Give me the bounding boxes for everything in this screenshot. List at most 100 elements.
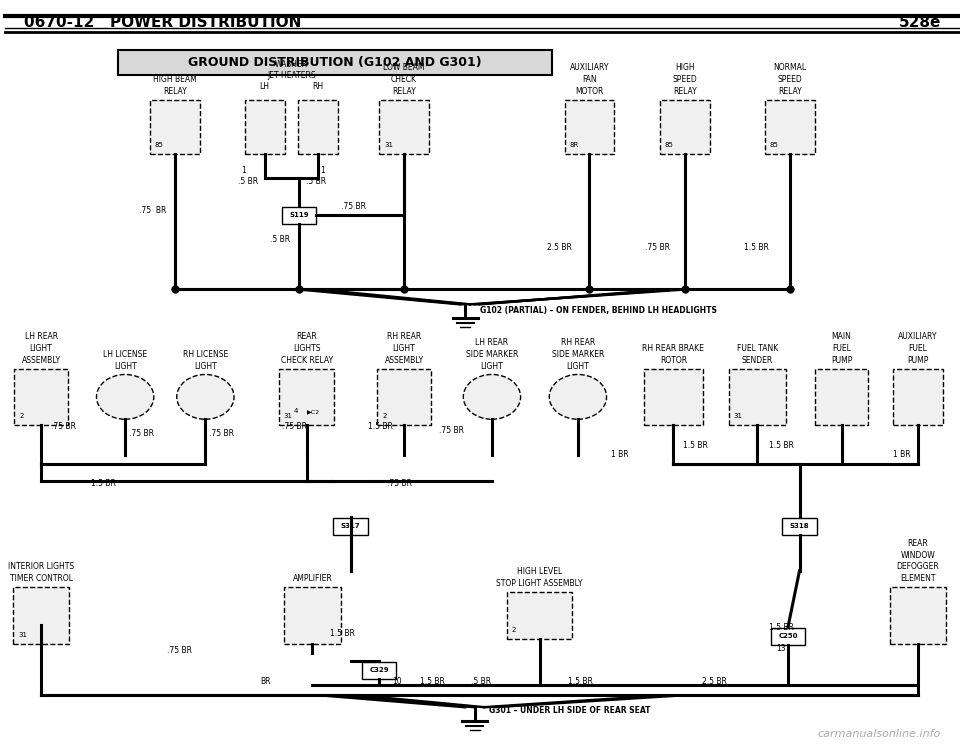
Text: .75 BR: .75 BR: [51, 422, 76, 431]
Bar: [782, 518, 817, 535]
Text: FUEL: FUEL: [832, 344, 851, 353]
Text: C329: C329: [370, 667, 389, 673]
Bar: [893, 369, 943, 425]
Text: DEFOGGER: DEFOGGER: [897, 562, 939, 571]
Text: G102 (PARTIAL) – ON FENDER, BEHIND LH HEADLIGHTS: G102 (PARTIAL) – ON FENDER, BEHIND LH HE…: [480, 306, 716, 315]
Text: 85: 85: [155, 142, 163, 148]
Text: JET HEATERS: JET HEATERS: [267, 71, 316, 80]
Bar: [298, 100, 338, 154]
Text: ELEMENT: ELEMENT: [900, 574, 936, 583]
Text: FUEL: FUEL: [908, 344, 927, 353]
Text: 2.5 BR: 2.5 BR: [702, 677, 727, 686]
Text: SENDER: SENDER: [742, 356, 773, 365]
Text: 13: 13: [777, 644, 786, 653]
Text: LIGHT: LIGHT: [393, 344, 416, 353]
Text: 1.5 BR: 1.5 BR: [744, 243, 769, 252]
Text: S119: S119: [289, 212, 309, 218]
Text: RELAY: RELAY: [779, 87, 802, 96]
Text: 8R: 8R: [569, 142, 579, 148]
Text: HIGH: HIGH: [675, 63, 695, 72]
Circle shape: [464, 374, 520, 419]
Bar: [279, 369, 334, 425]
Text: 4: 4: [293, 408, 298, 414]
Text: WINDOW: WINDOW: [900, 551, 935, 560]
Text: 2: 2: [382, 413, 387, 419]
Text: .5 BR: .5 BR: [471, 677, 492, 686]
Bar: [815, 369, 868, 425]
Text: MAIN: MAIN: [831, 332, 852, 341]
Text: FUEL TANK: FUEL TANK: [737, 344, 779, 353]
Bar: [890, 587, 946, 644]
Text: 31: 31: [733, 413, 743, 419]
Text: LIGHT: LIGHT: [566, 362, 589, 371]
Text: REAR: REAR: [297, 332, 317, 341]
Text: RELAY: RELAY: [673, 87, 697, 96]
Text: HIGH LEVEL: HIGH LEVEL: [517, 567, 563, 576]
Text: 1.5 BR: 1.5 BR: [420, 677, 445, 686]
Text: ▶C2: ▶C2: [306, 410, 320, 414]
Text: .75 BR: .75 BR: [209, 430, 234, 439]
Text: ASSEMBLY: ASSEMBLY: [21, 356, 60, 365]
Text: SIDE MARKER: SIDE MARKER: [552, 350, 604, 359]
Text: .5 BR: .5 BR: [305, 178, 325, 186]
Text: .75 BR: .75 BR: [129, 430, 154, 439]
Text: 528e: 528e: [899, 15, 941, 30]
Text: 31: 31: [384, 142, 393, 148]
Text: 1 BR: 1 BR: [612, 450, 629, 459]
Text: WASHER: WASHER: [275, 60, 308, 69]
Text: LH REAR: LH REAR: [25, 332, 58, 341]
Text: 1.5 BR: 1.5 BR: [683, 441, 708, 450]
Text: 1.5 BR: 1.5 BR: [769, 624, 794, 633]
Bar: [14, 369, 68, 425]
Text: RH REAR: RH REAR: [387, 332, 421, 341]
Bar: [150, 100, 200, 154]
Text: .75 BR: .75 BR: [282, 422, 307, 431]
Text: PUMP: PUMP: [907, 356, 928, 365]
Text: BR: BR: [260, 677, 271, 686]
Text: carmanualsonline.info: carmanualsonline.info: [818, 729, 941, 739]
Text: REAR: REAR: [907, 539, 928, 548]
Text: TIMER CONTROL: TIMER CONTROL: [10, 574, 73, 583]
Circle shape: [177, 374, 234, 419]
Text: AUXILIARY: AUXILIARY: [569, 63, 610, 72]
Bar: [333, 518, 368, 535]
Text: SPEED: SPEED: [673, 75, 697, 84]
Text: S318: S318: [790, 523, 809, 529]
Text: 0670-12   POWER DISTRIBUTION: 0670-12 POWER DISTRIBUTION: [24, 15, 301, 30]
Text: AUXILIARY: AUXILIARY: [899, 332, 938, 341]
Text: 2.5 BR: 2.5 BR: [547, 243, 572, 252]
Text: S317: S317: [341, 523, 360, 529]
Text: HIGH BEAM: HIGH BEAM: [153, 75, 197, 84]
Text: 2: 2: [19, 413, 23, 419]
Text: CHECK: CHECK: [391, 75, 417, 84]
Text: LIGHTS: LIGHTS: [293, 344, 321, 353]
Bar: [564, 100, 614, 154]
Text: 1.5 BR: 1.5 BR: [368, 422, 393, 431]
Text: MOTOR: MOTOR: [575, 87, 604, 96]
Text: LOW BEAM: LOW BEAM: [383, 63, 425, 72]
Text: 1: 1: [320, 166, 324, 175]
Bar: [644, 369, 703, 425]
Bar: [507, 592, 572, 639]
Bar: [660, 100, 709, 154]
Text: .75 BR: .75 BR: [440, 426, 465, 435]
Bar: [245, 100, 285, 154]
Bar: [117, 50, 552, 75]
Text: .75 BR: .75 BR: [387, 480, 412, 489]
Text: 2: 2: [512, 627, 516, 633]
Text: RELAY: RELAY: [393, 87, 416, 96]
Bar: [771, 628, 805, 645]
Bar: [377, 369, 431, 425]
Text: 31: 31: [18, 632, 27, 638]
Text: 1.5 BR: 1.5 BR: [329, 629, 354, 638]
Text: .75 BR: .75 BR: [341, 202, 366, 211]
Text: 1 BR: 1 BR: [893, 450, 911, 459]
Text: 1.5 BR: 1.5 BR: [91, 480, 115, 489]
Text: .5 BR: .5 BR: [238, 178, 258, 186]
Text: RH: RH: [313, 82, 324, 91]
Text: .75 BR: .75 BR: [167, 646, 192, 655]
Text: 31: 31: [284, 413, 293, 419]
Text: LIGHT: LIGHT: [481, 362, 503, 371]
Text: LIGHT: LIGHT: [114, 362, 136, 371]
Text: C250: C250: [779, 633, 798, 639]
